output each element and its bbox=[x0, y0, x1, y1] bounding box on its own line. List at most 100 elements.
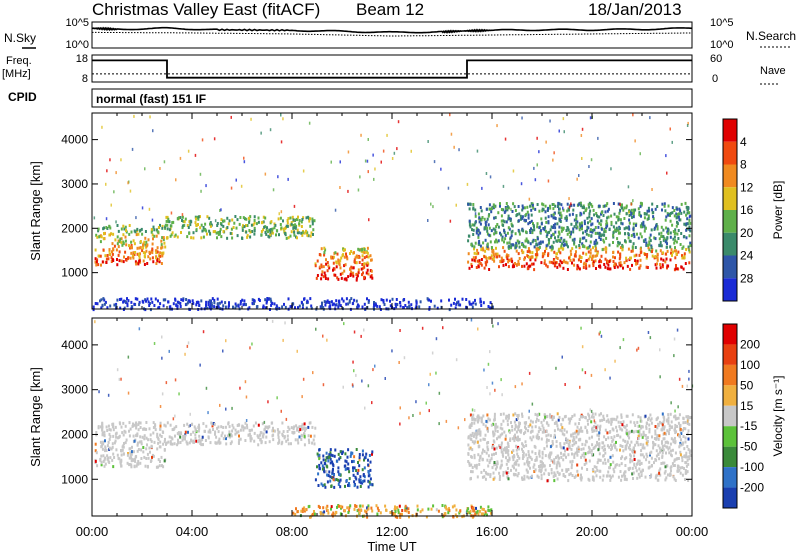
cell bbox=[370, 269, 373, 273]
cell bbox=[167, 217, 170, 221]
cell bbox=[319, 512, 322, 516]
cell bbox=[206, 232, 208, 236]
cell bbox=[282, 430, 285, 434]
cell bbox=[262, 220, 265, 224]
cell bbox=[534, 452, 537, 455]
cell bbox=[528, 409, 530, 413]
cell bbox=[385, 508, 387, 512]
cell bbox=[597, 458, 600, 462]
cell bbox=[284, 305, 287, 309]
cell bbox=[501, 393, 503, 397]
cell bbox=[581, 442, 584, 446]
cell bbox=[236, 234, 239, 238]
cell bbox=[356, 485, 359, 489]
cell bbox=[285, 417, 288, 421]
cell bbox=[682, 435, 685, 438]
cell bbox=[590, 373, 593, 377]
cell bbox=[334, 251, 337, 255]
cell bbox=[688, 227, 691, 231]
cell bbox=[640, 461, 643, 465]
cell bbox=[541, 450, 544, 454]
cell bbox=[264, 225, 267, 229]
cell bbox=[162, 442, 165, 446]
cell bbox=[617, 240, 620, 244]
cell bbox=[616, 237, 619, 241]
cell bbox=[352, 466, 354, 470]
cell bbox=[611, 454, 614, 458]
cell bbox=[145, 240, 148, 244]
cell bbox=[612, 231, 615, 235]
cell bbox=[104, 445, 107, 449]
cell bbox=[541, 424, 544, 428]
cell bbox=[615, 215, 618, 219]
cell bbox=[491, 466, 494, 470]
cell bbox=[542, 464, 545, 468]
cell bbox=[355, 373, 357, 377]
cell bbox=[253, 439, 256, 443]
cell bbox=[651, 254, 654, 258]
cell bbox=[145, 244, 148, 248]
cell bbox=[132, 434, 135, 438]
cell bbox=[595, 465, 598, 469]
colorbar-label: Power [dB] bbox=[771, 181, 785, 240]
cell bbox=[518, 257, 521, 260]
cell bbox=[565, 229, 568, 232]
cell bbox=[100, 425, 102, 429]
velocity-heatmap bbox=[94, 318, 694, 519]
cell bbox=[254, 421, 257, 425]
cell bbox=[102, 454, 105, 458]
cell bbox=[224, 434, 226, 438]
cell bbox=[340, 276, 343, 280]
cell bbox=[475, 434, 478, 438]
cell bbox=[281, 434, 284, 438]
cell bbox=[550, 236, 552, 240]
cell bbox=[188, 231, 191, 235]
cell bbox=[355, 278, 358, 282]
y-tick-label: 1000 bbox=[61, 266, 88, 280]
cell bbox=[189, 424, 191, 428]
cell bbox=[484, 433, 487, 437]
cell bbox=[466, 509, 469, 513]
cell bbox=[557, 418, 560, 422]
cell bbox=[115, 248, 118, 252]
cell bbox=[428, 383, 430, 387]
cell bbox=[296, 349, 298, 353]
cell bbox=[489, 473, 492, 477]
cell bbox=[308, 121, 311, 125]
cell bbox=[205, 305, 207, 309]
cell bbox=[598, 469, 601, 473]
cell bbox=[589, 248, 592, 252]
cell bbox=[683, 210, 686, 214]
cell bbox=[236, 424, 239, 427]
cell bbox=[484, 220, 487, 224]
cell bbox=[410, 303, 413, 307]
cell bbox=[645, 241, 648, 245]
x-tick-label: 20:00 bbox=[576, 524, 609, 539]
cell bbox=[620, 263, 623, 267]
cell bbox=[559, 444, 562, 448]
cell bbox=[546, 231, 549, 235]
cell bbox=[500, 233, 503, 237]
cell bbox=[668, 424, 671, 428]
cell bbox=[501, 427, 504, 431]
cell bbox=[159, 424, 162, 428]
cell bbox=[648, 427, 651, 431]
cell bbox=[474, 241, 477, 245]
cell bbox=[314, 264, 317, 268]
cell bbox=[317, 504, 320, 508]
cell bbox=[686, 455, 689, 459]
cell bbox=[316, 452, 319, 456]
cell bbox=[477, 327, 479, 331]
cell bbox=[632, 227, 635, 231]
cell bbox=[517, 455, 520, 458]
cell bbox=[473, 251, 476, 255]
cell bbox=[122, 240, 125, 244]
cell bbox=[151, 233, 154, 237]
cell bbox=[181, 226, 184, 230]
cell bbox=[498, 444, 500, 448]
cell bbox=[604, 210, 607, 214]
cell bbox=[644, 434, 647, 437]
cell bbox=[396, 506, 399, 510]
cell bbox=[292, 511, 295, 515]
cell bbox=[549, 445, 552, 449]
